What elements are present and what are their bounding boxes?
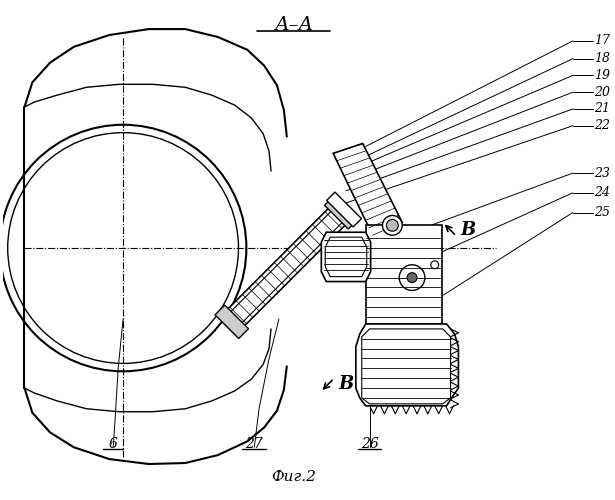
Polygon shape (333, 144, 402, 235)
Text: 17: 17 (595, 34, 611, 48)
Text: 23: 23 (595, 166, 611, 179)
Polygon shape (321, 232, 371, 281)
Text: 25: 25 (595, 206, 611, 219)
Polygon shape (325, 237, 367, 277)
Polygon shape (325, 198, 355, 229)
Polygon shape (229, 210, 343, 325)
Text: А–А: А–А (274, 16, 313, 34)
Polygon shape (223, 206, 348, 330)
Text: 20: 20 (595, 86, 611, 98)
Text: 27: 27 (245, 437, 263, 451)
Text: 6: 6 (109, 437, 117, 451)
Text: 18: 18 (595, 52, 611, 65)
Circle shape (383, 216, 402, 235)
Text: В: В (338, 375, 354, 393)
Text: 21: 21 (595, 102, 611, 116)
Text: Фиг.2: Фиг.2 (271, 470, 316, 484)
Text: 24: 24 (595, 186, 611, 200)
Circle shape (430, 261, 438, 268)
Text: 19: 19 (595, 69, 611, 82)
Polygon shape (366, 226, 442, 324)
Polygon shape (327, 192, 362, 227)
Text: 22: 22 (595, 119, 611, 132)
Circle shape (407, 272, 417, 282)
Polygon shape (356, 324, 458, 406)
Circle shape (386, 220, 399, 232)
Text: В: В (461, 222, 476, 240)
Polygon shape (362, 329, 451, 404)
Polygon shape (215, 305, 248, 338)
Text: 26: 26 (361, 437, 378, 451)
